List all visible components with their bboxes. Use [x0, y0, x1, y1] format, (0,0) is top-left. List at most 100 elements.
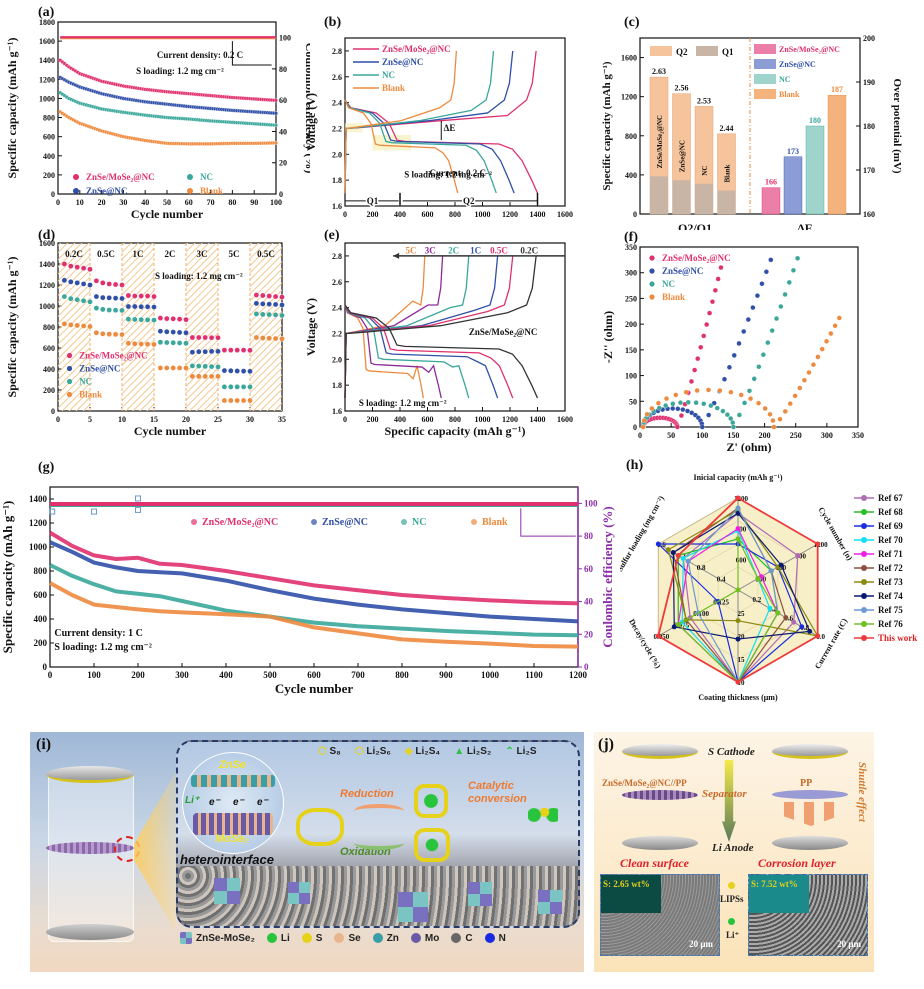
data-point: [234, 347, 240, 353]
data-point: [279, 312, 285, 319]
radar-marker: [799, 624, 805, 630]
data-point: [189, 349, 196, 355]
nyquist-point: [663, 403, 669, 409]
legend-marker: [471, 519, 477, 525]
anode-disc: [46, 924, 134, 940]
cathode-right: [772, 744, 848, 759]
y-axis-label: Specific capacity (mAh g⁻¹): [5, 38, 19, 179]
s-cathode-label: S Cathode: [708, 746, 755, 758]
element-legend-label: Zn: [386, 932, 399, 944]
legend-label: Blank: [662, 292, 685, 302]
y-tick-label: 200: [625, 320, 637, 329]
data-point: [80, 265, 87, 272]
heterointerface-label: heterointerface: [180, 852, 274, 867]
y-axis-label: Specific capacity (mAh g⁻¹): [0, 501, 15, 654]
y-axis-label: -Z'' (ohm): [601, 311, 615, 363]
y-tick-label: 2.6: [332, 278, 342, 287]
rate-label: 5C: [406, 245, 417, 255]
data-point: [274, 123, 278, 128]
cube-5: [538, 890, 562, 914]
discharge-curve: [344, 99, 497, 194]
y-tick-label: 100: [625, 372, 637, 381]
nyquist-point: [649, 405, 655, 412]
data-point: [189, 373, 196, 380]
rate-label: 2C: [448, 245, 459, 255]
legend-marker: [861, 537, 867, 543]
y-tick-label: 2.0: [332, 150, 342, 159]
nyquist-point: [674, 424, 680, 430]
oxidation-arrow: [354, 836, 404, 850]
nyquist-point: [836, 315, 842, 321]
clean-surface-label: Clean surface: [620, 856, 689, 870]
data-point: [227, 347, 234, 353]
chart-f: (f) 0 50 100 150 200 250 300 350 0 50 100 150 200 250 3…: [601, 230, 864, 454]
y-tick-label: 1200: [39, 281, 55, 290]
bar-value-label: 180: [809, 116, 821, 125]
data-point: [189, 334, 196, 341]
data-point: [202, 334, 208, 341]
legend-marker: [861, 565, 867, 571]
nyquist-point: [689, 410, 695, 416]
legend-marker: [191, 519, 197, 525]
x-tick-label: 80: [228, 198, 236, 207]
plot-frame: [49, 486, 579, 668]
y-tick-label: 2.8: [332, 252, 342, 261]
nyquist-point: [673, 392, 679, 398]
anode-right: [772, 836, 848, 850]
data-point: [202, 363, 208, 370]
radar-tick-label: 1.0: [816, 633, 825, 641]
nyquist-point: [778, 303, 784, 310]
element-legend-item: Li: [266, 933, 290, 944]
radar-marker: [675, 622, 681, 627]
discharge-curve: [344, 304, 425, 399]
data-point: [247, 368, 253, 375]
nyquist-point: [728, 389, 734, 395]
nyquist-point: [695, 356, 701, 362]
x-tick-label: 0: [343, 210, 347, 219]
x-tick-label: 300: [175, 670, 189, 680]
data-point: [87, 266, 93, 273]
y2-tick-label: 20: [279, 159, 287, 168]
data-point: [259, 335, 266, 341]
data-point: [87, 299, 93, 305]
data-point: [163, 339, 170, 346]
li2s-molecule: [528, 808, 558, 822]
radar-marker: [815, 633, 821, 639]
separator-disc: [46, 842, 134, 854]
data-point: [195, 348, 202, 355]
data-point: [176, 316, 183, 322]
carbon-network: [178, 866, 578, 926]
legend-label: Ref 72: [878, 563, 903, 573]
nyquist-point: [787, 401, 793, 407]
data-point: [80, 281, 87, 287]
legend-label: Blank: [200, 186, 223, 196]
data-point: [100, 331, 106, 337]
legend-marker: [73, 174, 79, 180]
data-point: [112, 295, 119, 301]
bar-value-label: 187: [831, 85, 843, 94]
annotation-loading: S loading: 1.2 mg cm⁻²: [359, 398, 447, 408]
y-tick-label: 1000: [29, 542, 48, 552]
shuttle-label: Shuttle effect: [856, 762, 868, 822]
data-point: [68, 322, 74, 328]
lipss-label: LIPSs: [720, 894, 744, 904]
species-li2s4: ◈ Li₂S₄: [404, 746, 441, 757]
rate-label: 5C: [229, 249, 240, 259]
radar-axis-label: Coating thickness (μm): [698, 693, 778, 702]
data-point: [74, 264, 80, 270]
legend-marker: [861, 509, 867, 515]
data-point: [93, 329, 100, 336]
y2-tick-label: 180: [863, 122, 875, 131]
nyquist-point: [670, 401, 676, 407]
radar-marker: [755, 576, 761, 581]
data-point: [272, 301, 279, 308]
y2-tick-label: 60: [584, 564, 594, 574]
li-plus-label: Li⁺: [726, 930, 740, 940]
x-tick-label: 1400: [530, 210, 546, 219]
s-content-left: S: 2.65 wt%: [603, 879, 650, 889]
data-point: [119, 282, 125, 288]
nyquist-point: [683, 389, 689, 395]
legend-marker: [861, 593, 867, 599]
right-separator-disc: [772, 790, 848, 799]
nyquist-point: [675, 406, 681, 412]
